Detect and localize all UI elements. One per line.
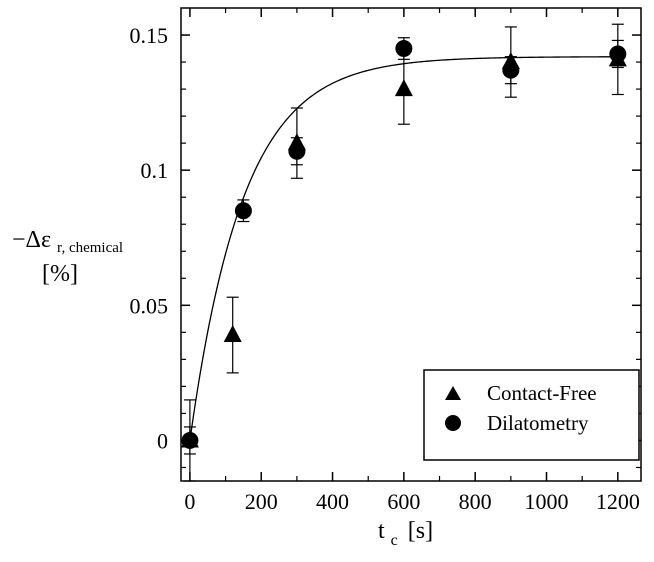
y-axis-label-sub: r, chemical [57,240,123,256]
y-axis-label-main: −Δε [12,227,51,253]
dilatometry-point [609,39,627,69]
dilatometry-point [395,37,413,60]
svg-text:−Δε r, chemical: −Δε r, chemical [12,227,123,256]
dilatometry-point [502,56,520,85]
circle-marker [395,40,413,58]
legend-marker-circle-icon [445,415,461,431]
x-tick-label: 400 [316,489,349,514]
x-tick-label: 600 [387,489,420,514]
x-axis-label-sub: c [391,532,398,549]
svg-text:t c [s]: t c [s] [378,518,433,551]
legend-box [423,369,640,461]
x-tick-label: 200 [245,489,278,514]
x-axis-label-main: t [378,518,385,544]
circle-marker [234,202,252,220]
x-tick-label: 1200 [596,489,640,514]
legend: Contact-Free Dilatometry [423,369,640,461]
plot-frame [180,7,642,482]
triangle-marker [223,325,242,343]
y-axis-label: −Δε r, chemical [%] [12,227,123,287]
legend-label-contact-free: Contact-Free [487,381,597,405]
circle-marker [181,431,199,449]
y-tick-label: 0.15 [130,23,169,48]
circle-marker [288,142,306,160]
x-axis-label-unit: [s] [408,518,433,544]
triangle-marker [394,79,413,97]
circle-marker [502,61,520,79]
legend-marker-triangle-icon [445,386,461,400]
x-tick-label: 0 [184,489,195,514]
y-axis-label-unit: [%] [42,261,78,287]
x-tick-label: 1000 [525,489,569,514]
dilatometry-point [288,137,306,166]
x-axis-label: t c [s] [378,518,433,551]
legend-label-dilatometry: Dilatometry [487,411,589,435]
y-tick-label: 0.1 [141,158,169,183]
circle-marker [609,45,627,63]
dilatometry-point [234,199,252,223]
contact-free-point [223,296,242,374]
x-tick-label: 800 [459,489,492,514]
y-tick-label: 0 [157,428,168,453]
y-tick-label: 0.05 [130,293,169,318]
dilatometry-point [181,426,199,455]
